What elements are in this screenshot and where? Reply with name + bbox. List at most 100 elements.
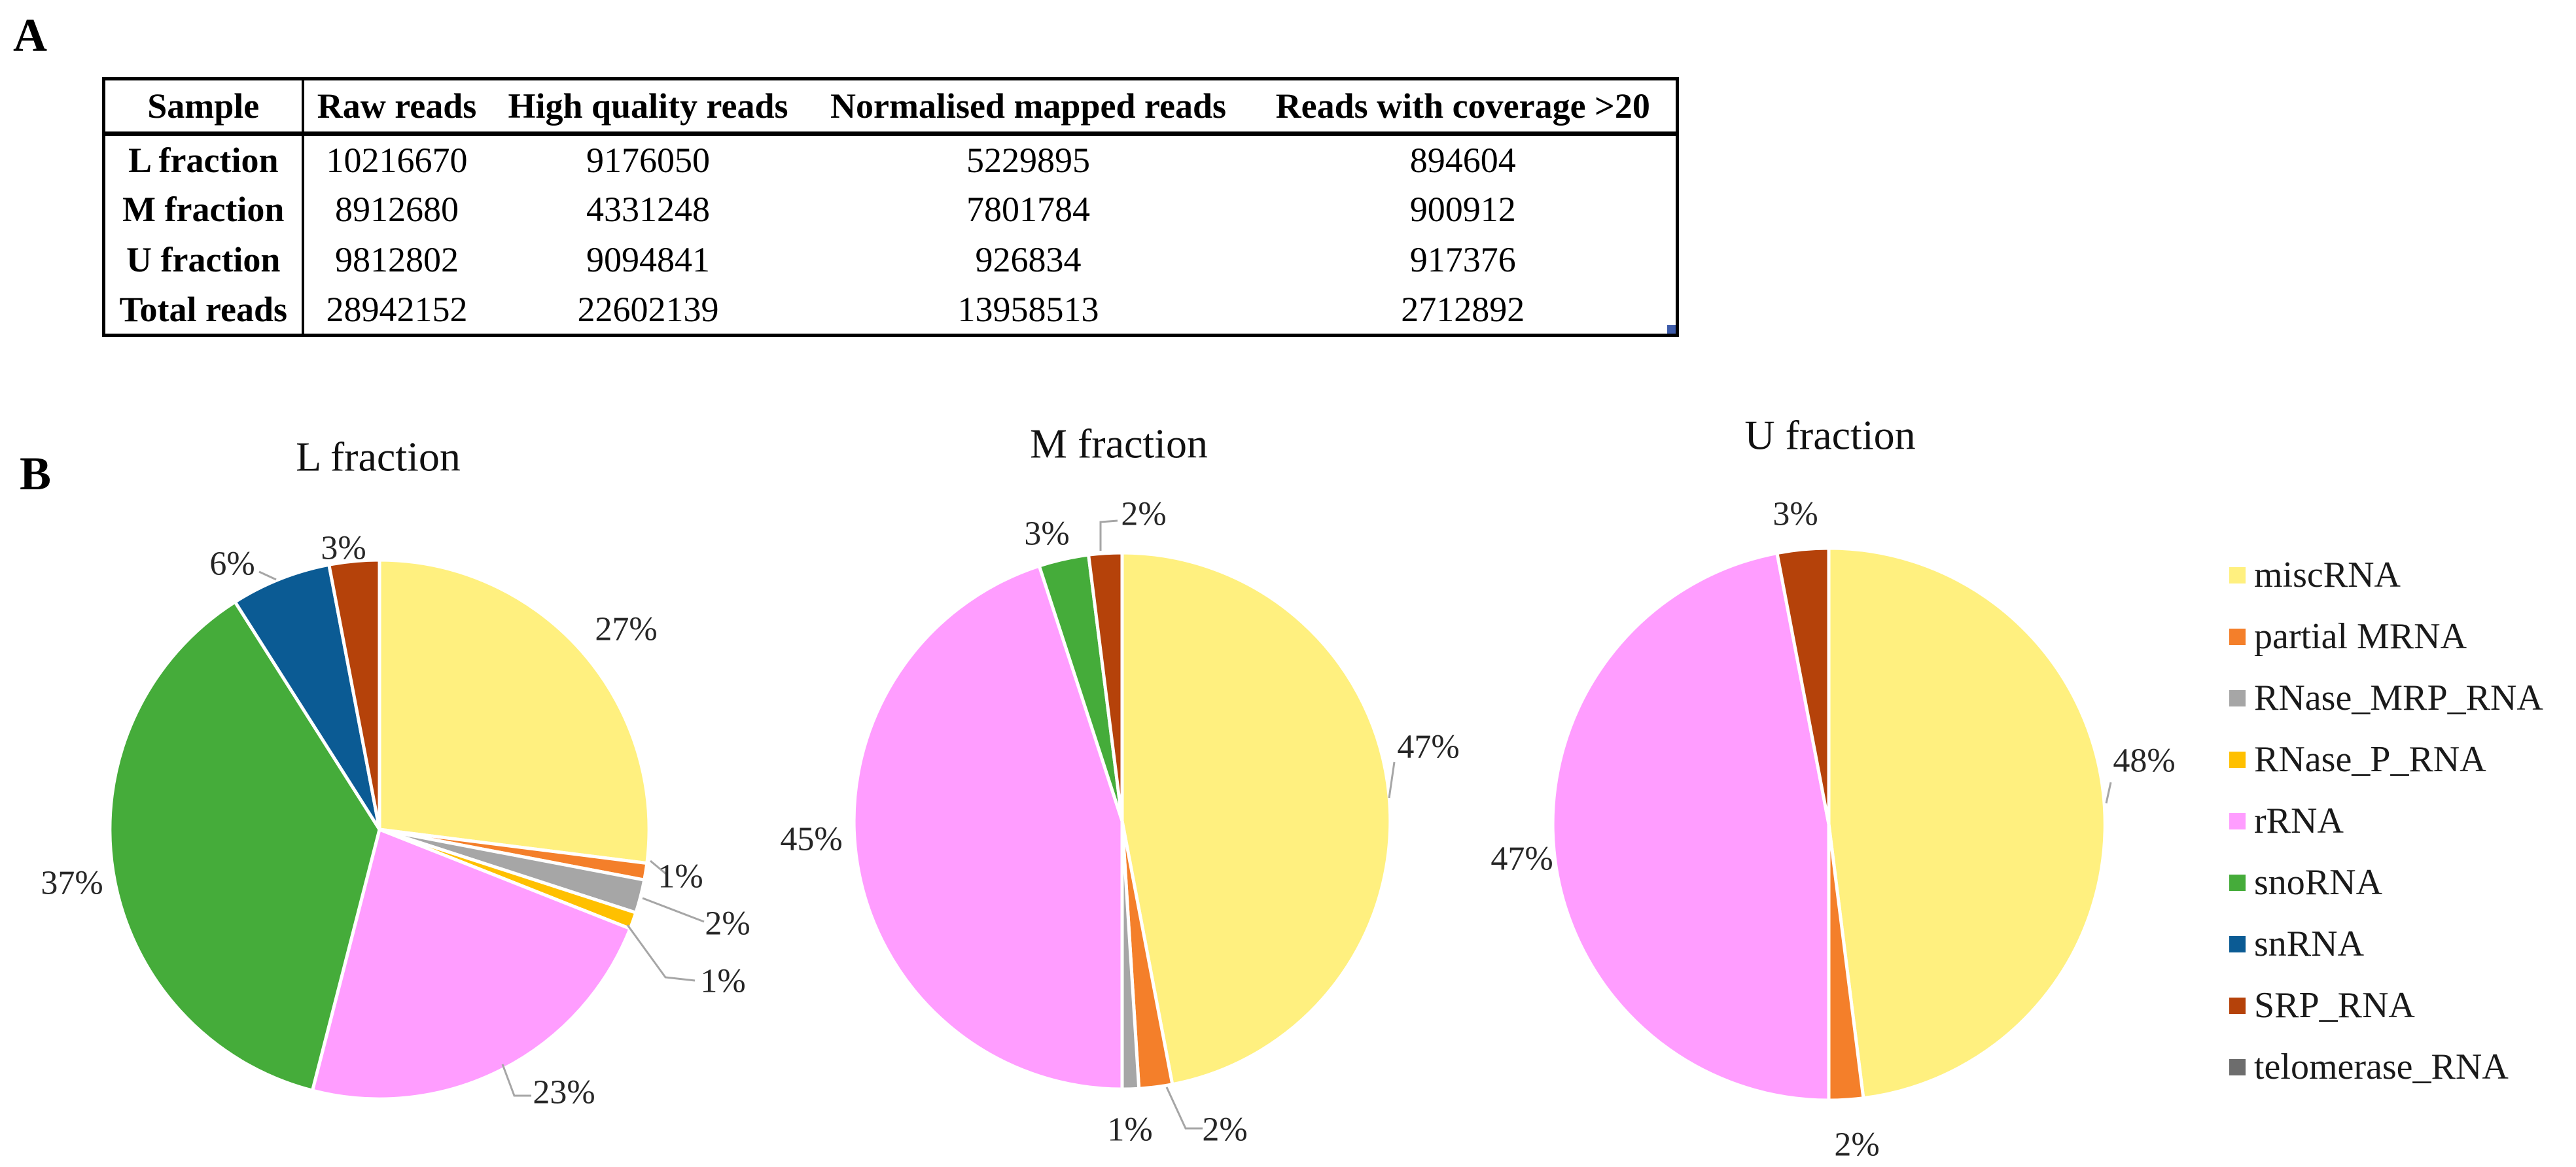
legend-swatch	[2229, 935, 2246, 952]
cell-normalised-mapped-reads: 7801784	[966, 190, 1090, 229]
legend-swatch	[2229, 812, 2246, 829]
cell-raw-reads: 10216670	[326, 140, 468, 180]
legend-item-partial-mrna: partial MRNA	[2229, 614, 2467, 659]
pie-m-slice-srp-rna	[1087, 551, 1124, 823]
legend-label: rRNA	[2254, 801, 2344, 841]
pie-u-label-srp-rna: 3%	[1773, 496, 1818, 533]
pie-l-label-rnase-mrp-rna: 2%	[705, 905, 750, 943]
cell-reads-with-coverage: 894604	[1409, 140, 1516, 180]
pie-u-leader-line	[2105, 782, 2112, 804]
pie-l-slice-snrna	[233, 563, 381, 831]
pie-m-slice-miscrna	[1120, 551, 1392, 1087]
pie-l-leader-line	[501, 1064, 531, 1097]
pie-m-leader-line	[1165, 1087, 1203, 1130]
pie-m-label-miscrna: 47%	[1397, 729, 1459, 766]
pie-l-leader-line	[258, 570, 277, 581]
legend-item-snorna: snoRNA	[2229, 860, 2382, 905]
pie-u-label-miscrna: 48%	[2113, 742, 2175, 780]
cell-high-quality-reads: 22602139	[577, 289, 719, 329]
pie-l-slice-rrna	[311, 827, 632, 1101]
pie-u-slice-srp-rna	[1775, 546, 1831, 826]
pie-u-label-rrna: 47%	[1491, 841, 1553, 878]
legend-label: RNase_P_RNA	[2254, 739, 2486, 780]
legend-swatch	[2229, 566, 2246, 584]
selection-handle	[1667, 325, 1676, 334]
pie-m-leader-line	[1388, 761, 1396, 799]
pie-m-slice-rrna	[852, 564, 1124, 1091]
pie-m-label-snorna: 3%	[1024, 515, 1069, 553]
table-row-total-reads: Total reads 28942152 22602139 13958513 2…	[103, 285, 1678, 336]
pie-l-leader-line	[642, 897, 705, 923]
legend-label: RNase_MRP_RNA	[2254, 678, 2543, 718]
pie-l-slice-srp-rna	[327, 558, 381, 831]
cell-sample: L fraction	[103, 133, 304, 184]
table-row-l-fraction: L fraction 10216670 9176050 5229895 8946…	[103, 133, 1678, 184]
pie-l-label-rrna: 23%	[533, 1074, 595, 1111]
header-raw-reads: Raw reads	[302, 78, 490, 136]
legend-label: partial MRNA	[2254, 616, 2467, 657]
pie-l-label-rnase-p-rna: 1%	[700, 963, 745, 1000]
cell-normalised-mapped-reads: 926834	[975, 240, 1082, 279]
legend-item-rnase-mrp-rna: RNase_MRP_RNA	[2229, 675, 2543, 721]
cell-raw-reads: 8912680	[335, 190, 459, 229]
header-reads-with-coverage: Reads with coverage >20	[1250, 78, 1678, 136]
header-normalised-mapped-reads: Normalised mapped reads	[806, 78, 1250, 136]
legend-label: SRP_RNA	[2254, 985, 2415, 1026]
cell-reads-with-coverage: 2712892	[1401, 289, 1525, 329]
pie-m-title: M fraction	[1030, 421, 1208, 467]
pie-chart-m: 47% 2% 1% 45% 3% 2%	[780, 496, 1459, 1149]
pie-l-slice-miscrna	[378, 558, 651, 865]
pie-l-label-snorna: 37%	[41, 865, 103, 902]
cell-sample: Total reads	[103, 285, 304, 336]
table-row-m-fraction: M fraction 8912680 4331248 7801784 90091…	[103, 184, 1678, 235]
legend-label: telomerase_RNA	[2254, 1047, 2509, 1087]
pie-u-label-partial-mrna: 2%	[1834, 1126, 1879, 1164]
legend-swatch	[2229, 997, 2246, 1014]
pie-m-leader-line	[1099, 519, 1118, 551]
reads-table: Sample Raw reads High quality reads Norm…	[102, 77, 1679, 337]
pie-chart-l: 27%1%2%1%23%37%6% 3%	[41, 530, 750, 1111]
table-header-row: Sample Raw reads High quality reads Norm…	[103, 78, 1678, 136]
header-high-quality-reads: High quality reads	[489, 78, 807, 136]
cell-sample: M fraction	[103, 184, 304, 235]
legend: miscRNA partial MRNA RNase_MRP_RNA RNase…	[2229, 552, 2569, 1095]
legend-swatch	[2229, 628, 2246, 645]
legend-item-snrna: snRNA	[2229, 921, 2364, 967]
pie-u-title: U fraction	[1744, 412, 1915, 459]
legend-label: snRNA	[2254, 924, 2365, 964]
legend-item-srp-rna: SRP_RNA	[2229, 983, 2415, 1028]
legend-label: snoRNA	[2254, 862, 2383, 903]
cell-high-quality-reads: 4331248	[586, 190, 710, 229]
legend-swatch	[2229, 874, 2246, 891]
cell-raw-reads: 9812802	[335, 240, 459, 279]
legend-item-rnase-p-rna: RNase_P_RNA	[2229, 737, 2486, 782]
pie-chart-u: 48% 2% 47% 3%	[1491, 496, 2175, 1164]
pie-m-label-rrna: 45%	[780, 821, 842, 858]
pie-l-title: L fraction	[296, 434, 461, 480]
cell-raw-reads: 28942152	[326, 289, 468, 329]
panel-label-b: B	[20, 447, 52, 500]
legend-label: miscRNA	[2254, 555, 2401, 595]
panel-label-a: A	[13, 9, 47, 61]
cell-high-quality-reads: 9094841	[586, 240, 710, 279]
legend-swatch	[2229, 1058, 2246, 1075]
cell-reads-with-coverage: 900912	[1409, 190, 1516, 229]
pie-l-label-srp-rna: 3%	[321, 530, 366, 567]
pie-m-label-partial-mrna: 2%	[1202, 1111, 1247, 1149]
legend-item-rrna: rRNA	[2229, 798, 2344, 844]
cell-sample: U fraction	[103, 234, 304, 285]
pie-l-label-miscrna: 27%	[595, 611, 657, 648]
pie-l-label-snrna: 6%	[209, 546, 255, 583]
pie-u-slice-miscrna	[1827, 546, 2107, 1100]
legend-item-telomerase-rna: telomerase_RNA	[2229, 1044, 2509, 1090]
legend-swatch	[2229, 751, 2246, 768]
cell-reads-with-coverage: 917376	[1409, 240, 1516, 279]
table-row-u-fraction: U fraction 9812802 9094841 926834 917376	[103, 234, 1678, 285]
pie-l-label-partial-mrna: 1%	[658, 858, 703, 896]
legend-swatch	[2229, 689, 2246, 706]
cell-normalised-mapped-reads: 5229895	[966, 140, 1090, 180]
legend-item-miscrna: miscRNA	[2229, 552, 2401, 598]
pie-m-label-rnase-mrp-rna: 1%	[1107, 1111, 1152, 1149]
pie-m-label-srp-rna: 2%	[1121, 496, 1166, 533]
